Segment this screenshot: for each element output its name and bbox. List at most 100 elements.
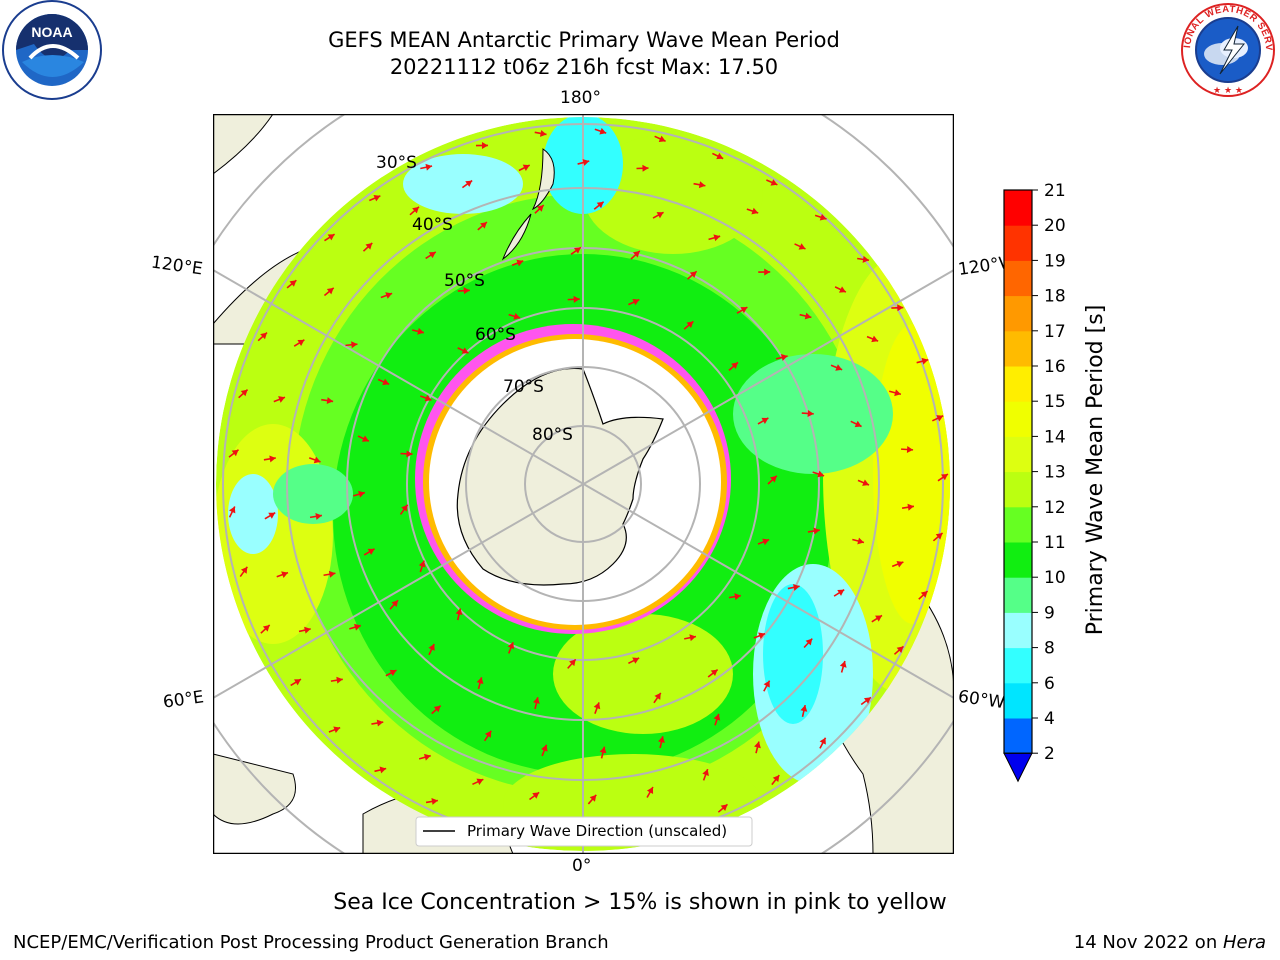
wave-arrow-head [713,234,721,242]
lon-label-60e: 60°E [161,687,206,713]
colorbar-tick-label: 8 [1044,639,1055,659]
wave-arrow-head [481,141,488,149]
wave-arrow-head [813,527,820,535]
map-legend-label: Primary Wave Direction (unscaled) [467,822,727,840]
colorbar-swatch [1004,401,1032,437]
colorbar-tick-label: 12 [1044,498,1066,518]
wave-arrow-head [839,660,847,668]
colorbar-swatch [1004,436,1032,473]
wave-arrow-head [654,692,661,700]
colorbar-swatch [1004,260,1032,297]
wave-arrow-head [593,702,601,710]
sea-ice-note: Sea Ice Concentration > 15% is shown in … [333,890,947,915]
wave-arrow-head [262,625,270,632]
wave-arrow-head [800,705,808,712]
wave-arrow-head [541,744,548,752]
wave-arrow-head [805,638,813,646]
wave-arrow-head [573,295,580,303]
wave-arrow-head [424,394,432,402]
colorbar-tick-label: 17 [1044,322,1066,342]
wave-arrow-head [516,259,524,267]
lon-label-0: 0° [572,856,592,876]
wave-arrow-head [268,512,276,519]
graticule [213,114,954,854]
footer-credit: NCEP/EMC/Verification Post Processing Pr… [13,932,609,953]
wave-direction-arrows [228,127,949,840]
wave-arrow-head [389,669,397,677]
colorbar-swatch [1004,682,1032,719]
wave-arrow-head [871,335,879,343]
colorbar-tick-label: 2 [1044,744,1055,764]
polar-map: 30°S 40°S 50°S 60°S 70°S 80°S Primary Wa… [213,114,954,854]
wave-arrow-head [391,600,399,608]
wave-arrow-head [423,753,431,761]
colorbar-tick-label: 10 [1044,568,1066,588]
colorbar-swatch [1004,647,1032,684]
wave-arrow-head [819,737,826,745]
wave-arrow-head [463,287,470,295]
wave-arrow-head [336,676,343,684]
wave-arrow-head [361,435,369,442]
wave-arrow-head [920,591,928,598]
wave-arrow-head [761,417,769,424]
wave-arrow-head [658,135,666,142]
wave-arrow-head [751,207,759,215]
wave-arrow-head [936,415,944,422]
colorbar-tick-label: 15 [1044,392,1066,412]
wave-arrow-head [642,164,649,172]
wave-arrow-head [599,746,607,754]
wave-arrow-head [269,455,276,463]
colorbar-tick-label: 14 [1044,427,1066,447]
wave-arrow-head [373,194,381,202]
wave-arrow-head [260,332,268,340]
colorbar-tick-label: 19 [1044,251,1066,271]
colorbar-tick-label: 11 [1044,533,1066,553]
wave-arrow-head [304,626,311,634]
wave-arrow-head [716,152,724,160]
wave-arrow-head [731,362,738,369]
wave-arrow-head [758,632,766,640]
wave-arrow-head [896,646,904,653]
colorbar-tick-label: 16 [1044,357,1066,377]
colorbar: 2 4 6 8 9 10 11 12 13 14 15 16 17 18 19 20 21 Primary Wa… [1003,181,1108,783]
wave-arrow-head [734,593,741,601]
wave-arrow-head [837,589,845,596]
wave-arrow-head [907,503,914,511]
wave-arrow-head [476,677,484,684]
colorbar-tick-label: 21 [1044,181,1066,201]
wave-arrow-head [240,566,248,574]
wave-arrow-head [596,201,604,209]
wave-arrow-head [740,307,748,314]
colorbar-swatch [1004,718,1032,754]
wave-arrow-head [764,268,771,276]
lat-label-60s: 60°S [475,325,516,345]
wave-arrow-head [358,490,365,498]
colorbar-label: Primary Wave Mean Period [s] [1083,305,1108,636]
antarctica-land [456,367,664,586]
wave-arrow-head [484,730,492,738]
wave-arrow-head [819,213,827,221]
wave-arrow-head [702,769,709,776]
wave-arrow-head [385,292,393,299]
wave-arrow-head [632,250,640,258]
colorbar-underflow [1003,752,1033,783]
wave-arrow-head [835,364,843,371]
wave-arrow-head [689,271,697,278]
map-legend: Primary Wave Direction (unscaled) [415,816,753,847]
footer-host: Hera [1222,932,1266,953]
wave-arrow-head [713,713,721,721]
noaa-logo-text: NOAA [31,24,72,40]
wave-arrow-head [754,741,761,749]
wave-arrow-head [804,312,812,320]
wave-arrow-head [326,397,334,405]
wave-arrow-head [807,409,814,417]
wave-arrow-head [297,339,305,346]
wave-arrow-head [333,726,341,734]
wave-arrow-head [379,766,387,774]
wave-arrow-head [294,679,301,686]
wave-arrow-head [793,583,800,591]
wave-arrow-head [762,538,770,546]
wave-arrow-head [507,642,515,650]
colorbar-swatch [1004,612,1032,649]
wave-arrow-head [589,794,597,802]
